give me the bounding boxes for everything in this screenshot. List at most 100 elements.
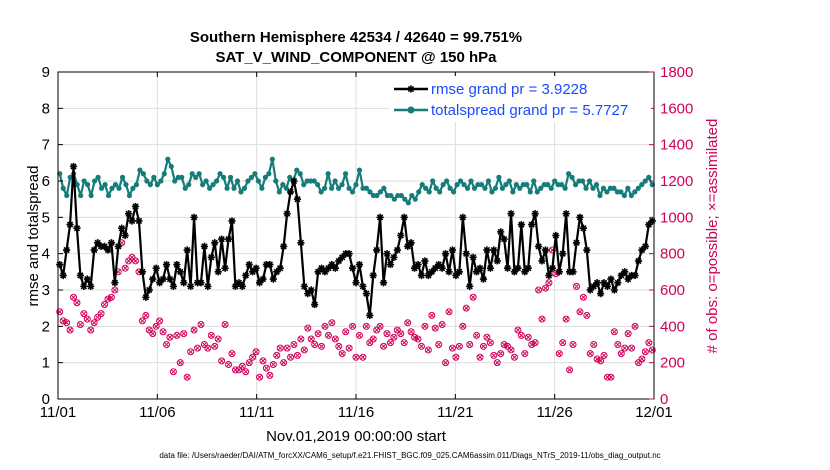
obs-possible-marker (555, 350, 563, 358)
totalspread-point (402, 196, 408, 202)
totalspread-point (315, 182, 321, 188)
obs-assimilated-marker (194, 345, 201, 351)
totalspread-point (301, 182, 307, 188)
obs-assimilated-marker (167, 334, 173, 340)
rmse-point (255, 279, 264, 287)
obs-possible-marker (514, 326, 522, 334)
obs-assimilated-marker (584, 312, 590, 318)
obs-possible-marker (641, 348, 649, 356)
obs-possible-marker (345, 344, 353, 352)
totalspread-point (112, 182, 119, 188)
obs-assimilated-marker (487, 340, 493, 346)
obs-assimilated-marker (274, 352, 280, 358)
obs-possible-marker (490, 351, 498, 359)
rmse-point (586, 286, 594, 294)
x-tick-label: 11/06 (139, 404, 175, 421)
obs-possible-marker (197, 321, 205, 329)
x-axis-label: Nov.01,2019 00:00:00 start (266, 428, 447, 445)
rmse-point (200, 242, 209, 250)
rmse-point (135, 217, 143, 225)
obs-assimilated-marker (594, 356, 600, 362)
y-right-tick-label: 1200 (660, 173, 693, 190)
obs-assimilated-marker (239, 363, 245, 369)
totalspread-point (398, 192, 404, 199)
totalspread-point (349, 189, 356, 195)
rmse-point (317, 264, 326, 272)
obs-possible-marker (83, 315, 91, 323)
rmse-point (152, 264, 160, 272)
totalspread-point (513, 182, 519, 188)
rmse-point (497, 228, 505, 236)
obs-possible-marker (648, 346, 656, 354)
obs-assimilated-marker (329, 320, 335, 326)
obs-assimilated-marker (536, 287, 542, 293)
legend-rmse-marker (407, 85, 415, 93)
totalspread-point (461, 182, 467, 188)
obs-possible-marker (369, 335, 377, 343)
obs-assimilated-marker (160, 329, 166, 335)
obs-possible-marker (280, 359, 288, 367)
obs-assimilated-marker (377, 323, 383, 329)
totalspread-point (586, 178, 593, 184)
obs-possible-marker (97, 310, 105, 318)
obs-assimilated-marker (615, 341, 621, 348)
totalspread-point (60, 185, 66, 191)
rmse-point (448, 246, 457, 254)
obs-possible-marker (624, 330, 632, 338)
obs-possible-marker (128, 253, 136, 261)
rmse-point (407, 239, 415, 247)
rmse-point (579, 224, 587, 232)
obs-assimilated-marker (436, 341, 442, 348)
rmse-point (400, 213, 408, 221)
rmse-point (259, 275, 267, 283)
obs-possible-marker (180, 330, 188, 338)
rmse-point (386, 260, 395, 269)
totalspread-point (339, 182, 345, 188)
obs-possible-marker (579, 293, 587, 301)
obs-assimilated-marker (253, 349, 259, 355)
y-right-tick-label: 1800 (660, 64, 693, 81)
rmse-point (224, 235, 233, 243)
rmse-point (541, 246, 550, 254)
obs-possible-marker (524, 333, 532, 341)
obs-assimilated-marker (587, 351, 593, 357)
rmse-point (104, 246, 112, 254)
obs-assimilated-marker (153, 323, 159, 329)
rmse-point (631, 271, 639, 280)
rmse-point (428, 268, 436, 276)
obs-possible-marker (190, 326, 198, 334)
obs-possible-marker (497, 350, 505, 358)
totalspread-point (95, 174, 101, 180)
totalspread-point (165, 156, 171, 162)
totalspread-point (579, 178, 586, 184)
chart-title: Southern Hemisphere 42534 / 42640 = 99.7… (190, 29, 522, 46)
obs-possible-marker (307, 335, 315, 343)
totalspread-point (430, 178, 436, 184)
obs-assimilated-marker (570, 341, 576, 348)
obs-assimilated-marker (298, 336, 304, 342)
totalspread-point (151, 174, 157, 180)
rmse-point (510, 268, 519, 276)
obs-assimilated-marker (567, 367, 573, 373)
rmse-point (125, 210, 133, 218)
obs-assimilated-marker (305, 325, 311, 331)
obs-assimilated-marker (88, 327, 94, 333)
totalspread-point (200, 182, 206, 188)
rmse-point (369, 271, 377, 280)
totalspread-point (234, 178, 241, 184)
rmse-point (569, 268, 577, 276)
totalspread-point (248, 174, 255, 180)
totalspread-point (91, 178, 98, 184)
obs-possible-marker (87, 326, 95, 334)
obs-assimilated-marker (157, 318, 163, 324)
totalspread-point (231, 185, 237, 191)
obs-possible-marker (132, 257, 140, 265)
obs-assimilated-marker (212, 343, 218, 349)
obs-possible-marker (362, 322, 370, 330)
obs-assimilated-marker (370, 336, 376, 342)
obs-possible-marker (459, 322, 467, 330)
obs-possible-marker (628, 344, 636, 352)
obs-possible-marker (56, 308, 64, 316)
obs-possible-marker (597, 357, 605, 365)
obs-possible-marker (138, 317, 146, 325)
